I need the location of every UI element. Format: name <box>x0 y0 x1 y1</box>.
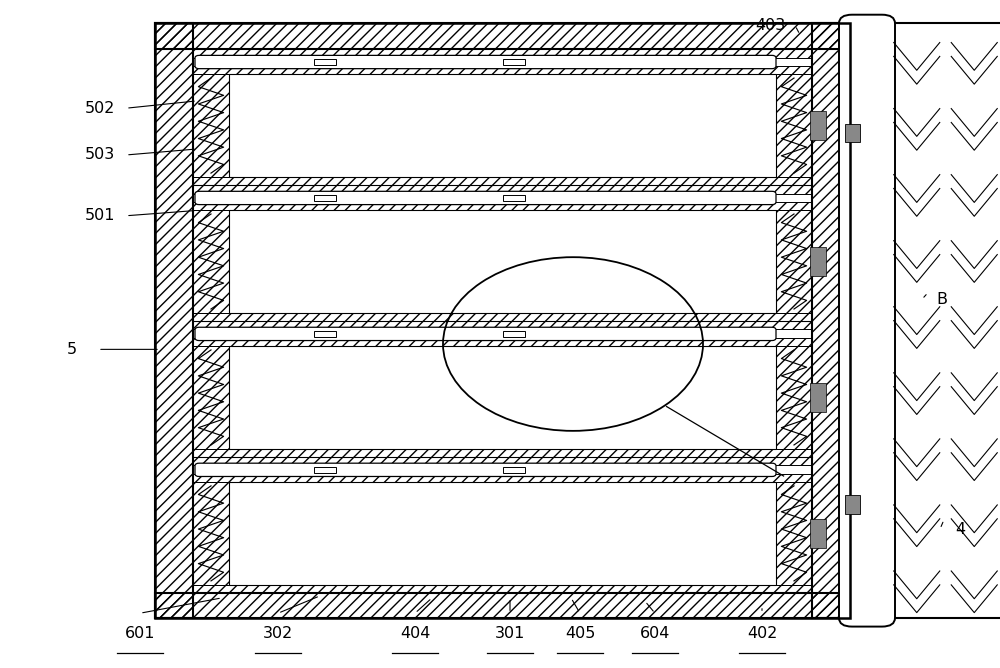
Bar <box>812 23 850 618</box>
Bar <box>314 331 336 337</box>
Bar <box>193 338 812 346</box>
FancyBboxPatch shape <box>839 15 895 627</box>
Bar <box>193 313 812 321</box>
Bar <box>845 124 860 142</box>
FancyBboxPatch shape <box>195 463 776 476</box>
Text: 604: 604 <box>640 626 670 641</box>
Text: 403: 403 <box>755 18 785 33</box>
Bar <box>776 346 812 449</box>
Text: 501: 501 <box>85 208 115 223</box>
Bar <box>193 66 812 74</box>
Bar <box>193 585 812 593</box>
Bar <box>776 482 812 585</box>
Bar <box>776 74 812 177</box>
Bar <box>229 482 776 585</box>
Bar <box>193 202 812 210</box>
Bar <box>155 23 850 618</box>
Bar <box>229 346 776 449</box>
Bar <box>193 482 229 585</box>
FancyBboxPatch shape <box>195 55 776 69</box>
Bar <box>155 23 193 618</box>
Bar <box>229 74 776 177</box>
Bar <box>229 210 776 313</box>
Text: 302: 302 <box>263 626 293 641</box>
Bar <box>503 467 525 473</box>
FancyBboxPatch shape <box>195 191 776 204</box>
Bar <box>314 467 336 473</box>
Text: 301: 301 <box>495 626 525 641</box>
Bar <box>810 383 826 412</box>
Text: 601: 601 <box>125 626 155 641</box>
Bar <box>776 210 812 313</box>
Bar <box>810 519 826 548</box>
Bar <box>888 23 1000 618</box>
Bar <box>314 59 336 65</box>
Text: 402: 402 <box>747 626 777 641</box>
Bar <box>193 74 229 177</box>
Bar <box>503 331 525 337</box>
Bar <box>503 195 525 201</box>
Text: 405: 405 <box>565 626 595 641</box>
Bar <box>193 457 812 466</box>
Bar <box>193 210 229 313</box>
Bar <box>503 59 525 65</box>
Bar <box>193 474 812 482</box>
Text: B: B <box>936 292 948 307</box>
Bar <box>155 593 850 618</box>
Text: 5: 5 <box>67 342 77 357</box>
Bar <box>314 195 336 201</box>
Text: 502: 502 <box>85 101 115 116</box>
Bar <box>193 177 812 184</box>
Bar <box>155 23 850 49</box>
Text: 503: 503 <box>85 148 115 162</box>
Bar <box>810 111 826 140</box>
Bar <box>193 449 812 457</box>
Bar <box>193 321 812 329</box>
Bar <box>845 495 860 514</box>
Bar <box>193 346 229 449</box>
Bar <box>193 184 812 194</box>
Text: 4: 4 <box>955 522 965 536</box>
FancyBboxPatch shape <box>195 327 776 341</box>
Bar <box>193 49 812 57</box>
Text: 404: 404 <box>400 626 430 641</box>
Bar <box>810 247 826 276</box>
